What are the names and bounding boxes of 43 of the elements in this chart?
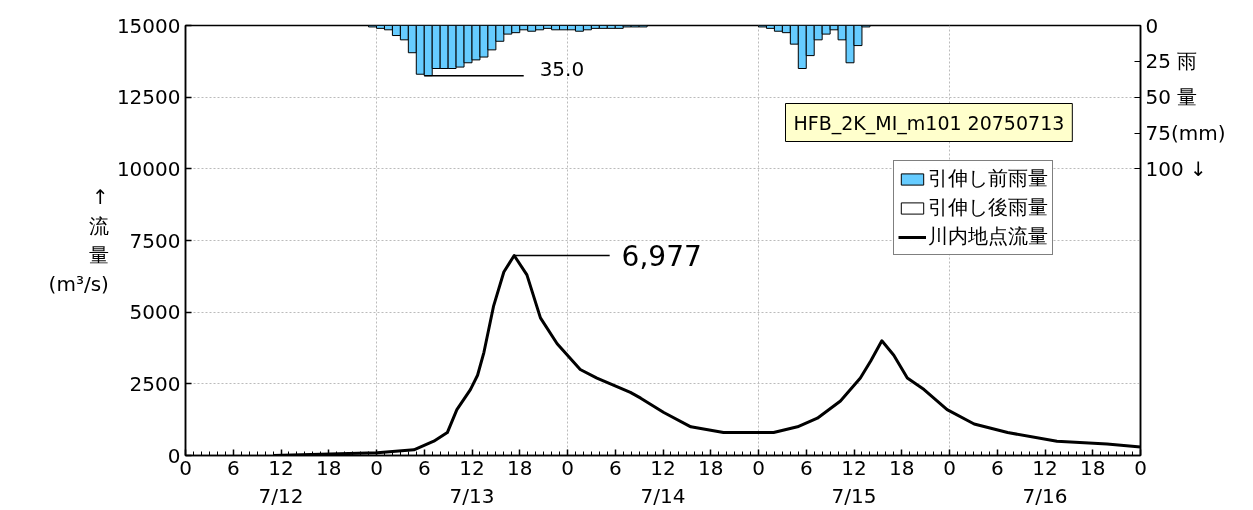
x-tick-label: 0 [370, 455, 383, 480]
x-tick-label: 0 [752, 455, 765, 480]
legend-label: 引伸し前雨量 [928, 165, 1048, 192]
x-tick-label: 12 [841, 455, 867, 480]
text: 7/15 [831, 483, 877, 508]
x-tick-label: 18 [1080, 455, 1106, 480]
x-tick-label: 0 [561, 455, 574, 480]
y-axis-title: ↑流量(m³/s) [48, 185, 109, 296]
y-tick-label: 7500 [129, 228, 181, 253]
x-tick-label: 18 [889, 455, 915, 480]
x-tick-label: 12 [650, 455, 676, 480]
y2-tick-label: 50 量 [1145, 85, 1198, 110]
y-tick-label: 15000 [116, 13, 181, 38]
text: 7/14 [640, 483, 686, 508]
x-tick-label: 6 [990, 455, 1004, 480]
y-tick-label: 5000 [129, 300, 181, 325]
x-tick-label: 12 [459, 455, 485, 480]
x-tick-label: 6 [417, 455, 431, 480]
x-tick-label: 18 [316, 455, 342, 480]
y2-tick-label: 25 雨 [1145, 49, 1198, 74]
y2-tick-label: 75(mm) [1145, 121, 1226, 145]
legend-label: 引伸し後雨量 [928, 194, 1048, 221]
x-tick-label: 0 [1134, 455, 1147, 480]
x-tick-label: 18 [507, 455, 533, 480]
legend-label: 川内地点流量 [928, 223, 1048, 250]
x-tick-label: 6 [608, 455, 622, 480]
y-tick-label: 2500 [129, 371, 181, 396]
x-tick-label: 0 [943, 455, 956, 480]
x-tick-label: 6 [799, 455, 813, 480]
text: 7/13 [449, 483, 495, 508]
text: 7/12 [258, 483, 304, 508]
text: 7/16 [1022, 483, 1068, 508]
y2-tick-label: 0 [1145, 13, 1159, 38]
x-tick-label: 6 [226, 455, 240, 480]
y-tick-label: 10000 [116, 156, 181, 181]
y-tick-label: 12500 [116, 85, 181, 110]
x-tick-label: 18 [698, 455, 724, 480]
annotation: HFB_2K_MI_m101 20750713 [793, 111, 1065, 135]
data-label: 35.0 [539, 56, 585, 81]
x-tick-label: 12 [268, 455, 294, 480]
x-tick-label: 12 [1032, 455, 1058, 480]
data-label: 6,977 [621, 239, 702, 273]
y2-tick-label: 100 ↓ [1145, 156, 1207, 181]
